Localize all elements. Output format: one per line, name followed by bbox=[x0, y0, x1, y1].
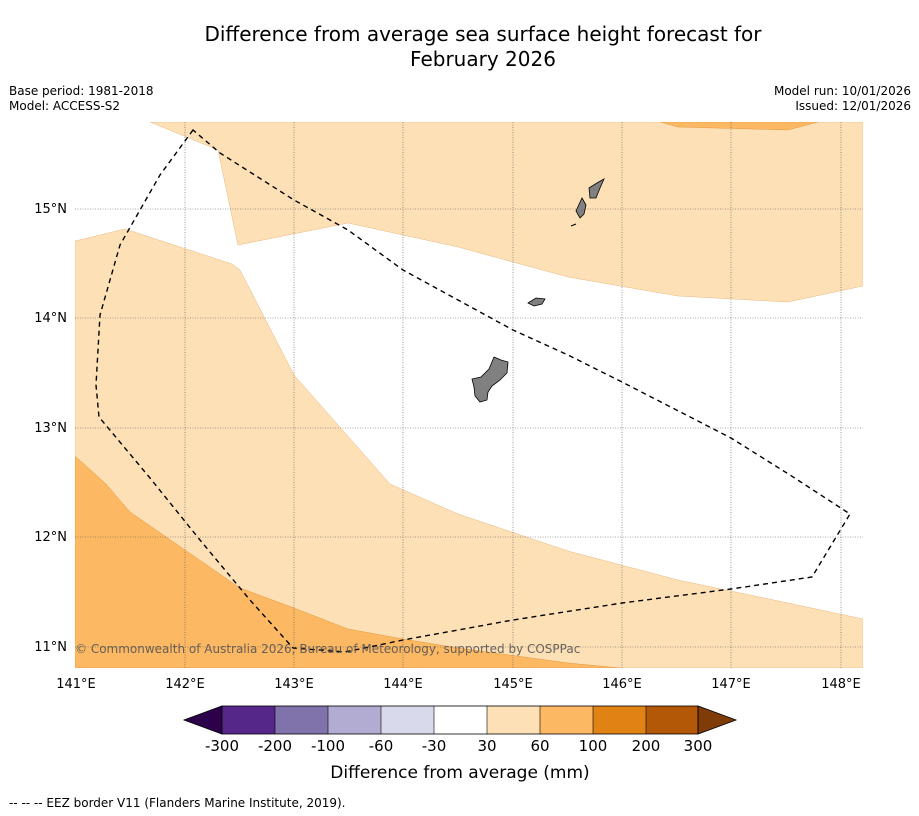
colorbar-ticks: -300 -200 -100 -60 -30 30 60 100 200 300 bbox=[205, 737, 712, 755]
lat-label: 12°N bbox=[34, 530, 67, 545]
colorbar-segment bbox=[646, 706, 698, 734]
colorbar-label: Difference from average (mm) bbox=[330, 763, 589, 783]
colorbar-tick-label: 30 bbox=[477, 737, 496, 755]
lat-label: 13°N bbox=[34, 421, 67, 436]
lon-label: 146°E bbox=[602, 677, 642, 692]
issued-text: Issued: 12/01/2026 bbox=[795, 99, 911, 113]
model-text: Model: ACCESS-S2 bbox=[9, 99, 121, 113]
colorbar-tick-label: 100 bbox=[579, 737, 608, 755]
tinian-island bbox=[575, 197, 587, 219]
colorbar-tick-label: -200 bbox=[258, 737, 292, 755]
aguijan-islet bbox=[570, 223, 577, 227]
lon-label: 147°E bbox=[711, 677, 751, 692]
colorbar-segment bbox=[222, 706, 275, 734]
meta-right: Model run: 10/01/2026 Issued: 12/01/2026 bbox=[774, 84, 911, 114]
lon-label: 142°E bbox=[165, 677, 205, 692]
lon-labels: 141°E 142°E 143°E 144°E 145°E 146°E 147°… bbox=[56, 677, 861, 692]
map-panel: © Commonwealth of Australia 2026, Bureau… bbox=[75, 122, 863, 668]
lon-label: 145°E bbox=[493, 677, 533, 692]
lat-labels: 15°N 14°N 13°N 12°N 11°N bbox=[34, 202, 67, 655]
colorbar-extend-high bbox=[697, 705, 738, 735]
model-run-text: Model run: 10/01/2026 bbox=[773, 84, 911, 98]
colorbar-segment bbox=[593, 706, 646, 734]
base-period-text: Base period: 1981-2018 bbox=[9, 84, 154, 98]
colorbar-tick-label: -60 bbox=[369, 737, 394, 755]
lat-label: 15°N bbox=[34, 202, 67, 217]
colorbar-outline bbox=[221, 705, 699, 735]
colorbar-extend-low bbox=[182, 705, 223, 735]
rota-island bbox=[527, 297, 546, 307]
gridlines bbox=[75, 122, 863, 668]
lon-label: 144°E bbox=[383, 677, 423, 692]
colorbar-segment bbox=[434, 706, 487, 734]
eez-border-line bbox=[95, 128, 851, 653]
colorbar-tick-label: 200 bbox=[632, 737, 661, 755]
colorbar-tick-label: -30 bbox=[422, 737, 447, 755]
title-line-2: February 2026 bbox=[410, 47, 556, 71]
chart-title: Difference from average sea surface heig… bbox=[0, 22, 919, 72]
colorbar-tick-label: -300 bbox=[205, 737, 239, 755]
guam-island bbox=[471, 356, 509, 403]
colorbar-segment bbox=[328, 706, 381, 734]
title-line-1: Difference from average sea surface heig… bbox=[204, 22, 762, 46]
colorbar-segment bbox=[275, 706, 328, 734]
colorbar-segment bbox=[540, 706, 593, 734]
lon-label: 148°E bbox=[821, 677, 861, 692]
lon-label: 143°E bbox=[274, 677, 314, 692]
lon-label: 141°E bbox=[56, 677, 96, 692]
lat-label: 11°N bbox=[34, 640, 67, 655]
colorbar-tick-label: 300 bbox=[684, 737, 713, 755]
copyright-text: © Commonwealth of Australia 2026, Bureau… bbox=[75, 642, 580, 656]
anomaly-zone-30-60-north bbox=[149, 122, 863, 303]
saipan-island bbox=[588, 178, 605, 199]
lat-label: 14°N bbox=[34, 311, 67, 326]
colorbar-dividers bbox=[274, 706, 647, 734]
anomaly-zone-60-100-south bbox=[75, 455, 621, 668]
anomaly-zone-60-100-north bbox=[659, 122, 819, 131]
colorbar-segment bbox=[381, 706, 434, 734]
eez-legend-text: -- -- -- EEZ border V11 (Flanders Marine… bbox=[9, 796, 346, 810]
meta-left: Base period: 1981-2018 Model: ACCESS-S2 bbox=[9, 84, 154, 114]
colorbar-tick-label: 60 bbox=[530, 737, 549, 755]
colorbar-segment bbox=[487, 706, 540, 734]
colorbar-tick-label: -100 bbox=[311, 737, 345, 755]
colorbar: -300 -200 -100 -60 -30 30 60 100 200 300… bbox=[182, 705, 738, 783]
